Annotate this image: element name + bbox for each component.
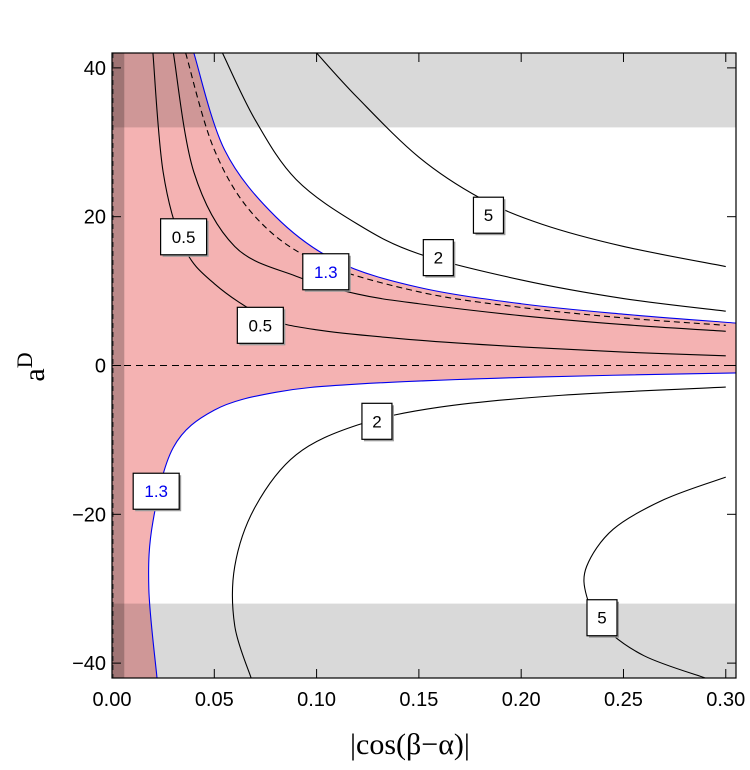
x-axis-title: |cos(β−α)| [350,728,470,761]
contour-label-box [586,599,618,637]
x-tick-label: 0.30 [706,689,745,711]
contour-label-box [132,472,180,510]
x-tick-label: 0.10 [297,689,336,711]
y-tick-label: −40 [72,653,106,675]
contour-line [583,476,726,678]
y-axis-title-main: a [18,368,51,381]
plot-area [112,53,736,678]
contour-label: 0.5 [236,306,286,346]
excluded-band [112,53,736,128]
x-tick-label: 0.05 [195,689,234,711]
contour-label: 5 [472,196,506,236]
contour-line [221,53,726,312]
contour-label: 5 [586,599,619,638]
contour-labels: 0.5 0.5 1.3 1.3 2 2 5 5 [132,196,619,638]
y-tick-label: 0 [95,356,106,378]
contour-label: 1.3 [302,253,351,292]
contour-line [152,53,726,357]
contour-line [172,53,726,332]
contour-label-text: 0.5 [249,316,273,335]
x-tick-label: 0.15 [399,689,438,711]
y-axis-title-group: aD [12,352,51,381]
contour-line [193,53,736,324]
contour-label: 0.5 [160,218,209,257]
contour-line [148,372,736,678]
contour-line [185,53,726,326]
contour-label-text: 1.3 [314,263,338,282]
x-tick-label: 0.00 [93,689,132,711]
y-tick-label: 40 [84,58,106,80]
x-tick-label: 0.20 [502,689,541,711]
contour-label-text: 5 [484,206,493,225]
contour-label-box [472,196,505,234]
y-tick-label: 20 [84,207,106,229]
contour-label: 2 [422,239,456,278]
contour-label-box [361,402,393,440]
contour-label-text: 5 [597,609,606,628]
contour-label-text: 0.5 [172,228,196,247]
excluded-band [112,603,736,678]
contour-label: 1.3 [132,472,182,512]
y-axis-title: aD [12,352,51,381]
y-axis-title-superscript: D [12,352,37,368]
contour-label-text: 2 [434,249,443,268]
contour-line [231,386,726,678]
x-tick-label: 0.25 [604,689,643,711]
y-tick-label: −20 [72,504,106,526]
contour-label-text: 1.3 [144,482,168,501]
contour-label-box [160,218,208,256]
contour-label: 2 [361,402,394,442]
contour-label-box [422,239,454,277]
axis-ticks: 0.00 0.05 0.10 0.15 0.20 0.25 0.30 −40 −20 0 20 40 [72,53,745,711]
contour-label-box [302,253,350,291]
contour-label-box [236,306,284,344]
contour-label-text: 2 [372,412,381,431]
